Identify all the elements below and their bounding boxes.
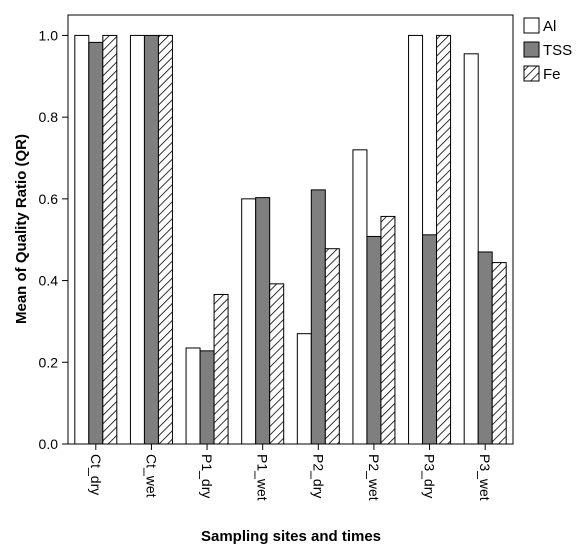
- bar-fe-p1_dry: [213, 293, 229, 445]
- x-tick-label: P1_wet: [255, 454, 271, 501]
- y-tick-label: 0.6: [39, 191, 59, 207]
- bar-tss-ct_dry: [88, 41, 104, 445]
- x-tick-label: P3_wet: [477, 454, 493, 501]
- x-tick-label: P2_dry: [310, 454, 326, 498]
- bar-tss-p2_wet: [366, 235, 382, 445]
- bar-fe-p3_wet: [491, 262, 507, 445]
- bar-al-p2_dry: [296, 333, 312, 445]
- bar-tss-p2_dry: [310, 189, 326, 445]
- y-tick-label: 0.2: [39, 354, 59, 370]
- legend-swatch-fe: [523, 65, 540, 82]
- bar-tss-p3_wet: [477, 251, 493, 445]
- bar-al-ct_dry: [74, 34, 90, 445]
- bar-fe-ct_wet: [157, 34, 173, 445]
- bar-tss-p1_dry: [199, 350, 215, 445]
- y-tick-label: 0.4: [39, 273, 59, 289]
- x-tick-label: P2_wet: [366, 454, 382, 501]
- legend-label-al: Al: [543, 18, 556, 35]
- bar-al-p2_wet: [352, 149, 368, 445]
- bar-fe-p1_wet: [269, 283, 285, 445]
- bar-tss-p3_dry: [422, 234, 438, 445]
- bar-tss-ct_wet: [143, 34, 159, 445]
- bar-al-p3_wet: [463, 53, 479, 445]
- legend-swatch-al: [523, 17, 540, 34]
- y-tick-label: 1.0: [39, 27, 59, 43]
- bar-fe-p2_wet: [380, 215, 396, 445]
- y-axis: 0.0 0.2 0.4 0.6 0.8 1.0: [39, 27, 68, 452]
- bar-al-p1_wet: [241, 198, 257, 445]
- bar-series: [74, 34, 507, 445]
- y-axis-title: Mean of Quality Ratio (QR): [13, 134, 30, 324]
- x-tick-label: Ct_wet: [143, 454, 159, 498]
- x-tick-label: Ct_dry: [88, 454, 104, 495]
- legend: Al TSS Fe: [523, 17, 572, 83]
- bar-fe-p2_dry: [324, 248, 340, 445]
- bar-tss-p1_wet: [255, 197, 271, 445]
- x-axis-title: Sampling sites and times: [201, 528, 381, 545]
- y-tick-label: 0.0: [39, 436, 59, 452]
- x-tick-label: P1_dry: [199, 454, 215, 498]
- bar-fe-p3_dry: [436, 34, 452, 445]
- x-axis: Ct_dry Ct_wet P1_dry P1_wet P2_dry P2_wet P3_d…: [88, 444, 493, 501]
- legend-label-fe: Fe: [543, 66, 561, 83]
- x-tick-label: P3_dry: [422, 454, 438, 498]
- bar-al-ct_wet: [129, 34, 145, 445]
- legend-label-tss: TSS: [543, 42, 572, 59]
- bar-fe-ct_dry: [102, 34, 118, 445]
- bar-al-p1_dry: [185, 347, 201, 445]
- bar-al-p3_dry: [408, 34, 424, 445]
- y-tick-label: 0.8: [39, 109, 59, 125]
- legend-swatch-tss: [523, 41, 540, 58]
